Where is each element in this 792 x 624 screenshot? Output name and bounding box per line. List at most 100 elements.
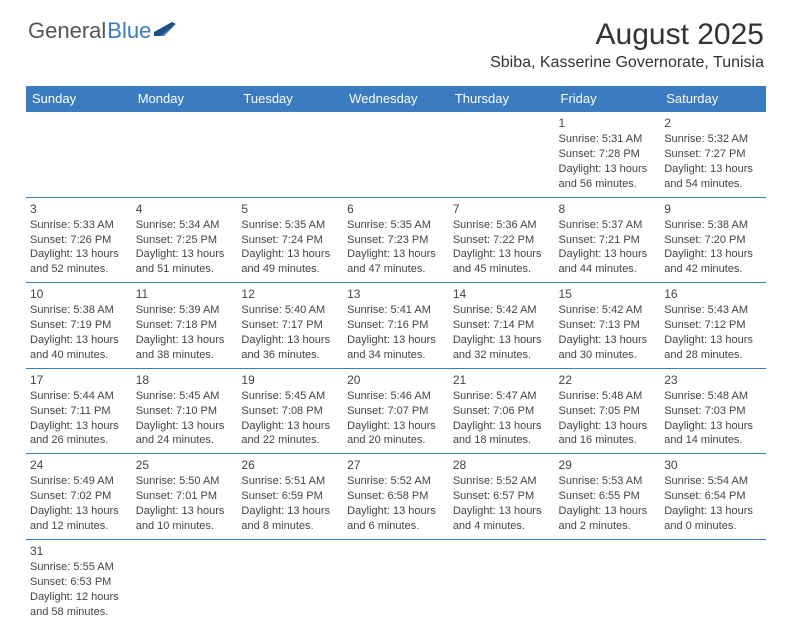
- logo: GeneralBlue: [28, 18, 176, 44]
- cell-line-daylight1: Daylight: 13 hours: [559, 333, 657, 348]
- day-number: 15: [559, 286, 657, 302]
- day-number: 20: [347, 372, 445, 388]
- calendar-cell: 28Sunrise: 5:52 AMSunset: 6:57 PMDayligh…: [449, 454, 555, 540]
- cell-line-sunset: Sunset: 7:13 PM: [559, 318, 657, 333]
- cell-line-daylight1: Daylight: 13 hours: [453, 333, 551, 348]
- cell-line-sunrise: Sunrise: 5:52 AM: [347, 474, 445, 489]
- cell-line-sunset: Sunset: 7:26 PM: [30, 233, 128, 248]
- cell-line-sunrise: Sunrise: 5:41 AM: [347, 303, 445, 318]
- cell-line-daylight2: and 22 minutes.: [241, 433, 339, 448]
- calendar-cell: 23Sunrise: 5:48 AMSunset: 7:03 PMDayligh…: [660, 368, 766, 454]
- cell-line-sunrise: Sunrise: 5:31 AM: [559, 132, 657, 147]
- cell-line-daylight2: and 44 minutes.: [559, 262, 657, 277]
- cell-line-sunset: Sunset: 7:28 PM: [559, 147, 657, 162]
- cell-line-daylight1: Daylight: 13 hours: [136, 419, 234, 434]
- cell-line-daylight1: Daylight: 13 hours: [241, 419, 339, 434]
- calendar-row: 24Sunrise: 5:49 AMSunset: 7:02 PMDayligh…: [26, 454, 766, 540]
- cell-line-sunrise: Sunrise: 5:45 AM: [241, 389, 339, 404]
- calendar-cell: 16Sunrise: 5:43 AMSunset: 7:12 PMDayligh…: [660, 283, 766, 369]
- cell-line-daylight2: and 42 minutes.: [664, 262, 762, 277]
- day-header: Saturday: [660, 86, 766, 112]
- cell-line-daylight2: and 32 minutes.: [453, 348, 551, 363]
- calendar-row: 3Sunrise: 5:33 AMSunset: 7:26 PMDaylight…: [26, 197, 766, 283]
- day-number: 4: [136, 201, 234, 217]
- day-number: 11: [136, 286, 234, 302]
- calendar-cell: 10Sunrise: 5:38 AMSunset: 7:19 PMDayligh…: [26, 283, 132, 369]
- calendar-cell: [237, 112, 343, 198]
- cell-line-sunset: Sunset: 7:23 PM: [347, 233, 445, 248]
- cell-line-sunrise: Sunrise: 5:48 AM: [559, 389, 657, 404]
- cell-line-sunrise: Sunrise: 5:54 AM: [664, 474, 762, 489]
- calendar-cell: 18Sunrise: 5:45 AMSunset: 7:10 PMDayligh…: [132, 368, 238, 454]
- title-block: August 2025 Sbiba, Kasserine Governorate…: [490, 18, 764, 72]
- cell-line-daylight1: Daylight: 13 hours: [241, 504, 339, 519]
- cell-line-daylight2: and 4 minutes.: [453, 519, 551, 534]
- cell-line-sunrise: Sunrise: 5:48 AM: [664, 389, 762, 404]
- calendar-cell: 15Sunrise: 5:42 AMSunset: 7:13 PMDayligh…: [555, 283, 661, 369]
- cell-line-sunset: Sunset: 7:24 PM: [241, 233, 339, 248]
- cell-line-sunrise: Sunrise: 5:35 AM: [347, 218, 445, 233]
- calendar-row: 31Sunrise: 5:55 AMSunset: 6:53 PMDayligh…: [26, 539, 766, 624]
- cell-line-daylight1: Daylight: 13 hours: [347, 333, 445, 348]
- cell-line-sunrise: Sunrise: 5:38 AM: [664, 218, 762, 233]
- cell-line-daylight2: and 20 minutes.: [347, 433, 445, 448]
- cell-line-sunset: Sunset: 7:10 PM: [136, 404, 234, 419]
- cell-line-sunset: Sunset: 6:59 PM: [241, 489, 339, 504]
- cell-line-sunset: Sunset: 7:12 PM: [664, 318, 762, 333]
- cell-line-daylight1: Daylight: 13 hours: [559, 162, 657, 177]
- cell-line-sunset: Sunset: 7:14 PM: [453, 318, 551, 333]
- calendar-cell: [26, 112, 132, 198]
- cell-line-sunset: Sunset: 7:22 PM: [453, 233, 551, 248]
- calendar-cell: 26Sunrise: 5:51 AMSunset: 6:59 PMDayligh…: [237, 454, 343, 540]
- cell-line-daylight2: and 24 minutes.: [136, 433, 234, 448]
- cell-line-daylight1: Daylight: 13 hours: [347, 504, 445, 519]
- calendar-row: 10Sunrise: 5:38 AMSunset: 7:19 PMDayligh…: [26, 283, 766, 369]
- calendar-cell: 9Sunrise: 5:38 AMSunset: 7:20 PMDaylight…: [660, 197, 766, 283]
- day-header: Monday: [132, 86, 238, 112]
- cell-line-daylight1: Daylight: 13 hours: [136, 247, 234, 262]
- cell-line-daylight2: and 52 minutes.: [30, 262, 128, 277]
- day-header: Tuesday: [237, 86, 343, 112]
- cell-line-daylight1: Daylight: 13 hours: [241, 333, 339, 348]
- cell-line-daylight2: and 56 minutes.: [559, 177, 657, 192]
- day-number: 18: [136, 372, 234, 388]
- cell-line-sunset: Sunset: 7:11 PM: [30, 404, 128, 419]
- calendar-cell: [555, 539, 661, 624]
- cell-line-sunrise: Sunrise: 5:39 AM: [136, 303, 234, 318]
- cell-line-sunset: Sunset: 7:19 PM: [30, 318, 128, 333]
- day-number: 3: [30, 201, 128, 217]
- cell-line-sunrise: Sunrise: 5:53 AM: [559, 474, 657, 489]
- cell-line-daylight1: Daylight: 13 hours: [559, 247, 657, 262]
- cell-line-daylight2: and 30 minutes.: [559, 348, 657, 363]
- calendar-cell: 13Sunrise: 5:41 AMSunset: 7:16 PMDayligh…: [343, 283, 449, 369]
- calendar-cell: 7Sunrise: 5:36 AMSunset: 7:22 PMDaylight…: [449, 197, 555, 283]
- calendar-cell: [660, 539, 766, 624]
- cell-line-sunrise: Sunrise: 5:50 AM: [136, 474, 234, 489]
- day-number: 31: [30, 543, 128, 559]
- calendar-row: 17Sunrise: 5:44 AMSunset: 7:11 PMDayligh…: [26, 368, 766, 454]
- cell-line-sunrise: Sunrise: 5:37 AM: [559, 218, 657, 233]
- day-number: 6: [347, 201, 445, 217]
- day-number: 5: [241, 201, 339, 217]
- cell-line-sunrise: Sunrise: 5:32 AM: [664, 132, 762, 147]
- day-number: 8: [559, 201, 657, 217]
- cell-line-sunrise: Sunrise: 5:36 AM: [453, 218, 551, 233]
- calendar-table: Sunday Monday Tuesday Wednesday Thursday…: [26, 86, 766, 624]
- calendar-cell: [343, 539, 449, 624]
- cell-line-daylight1: Daylight: 13 hours: [453, 419, 551, 434]
- location-subtitle: Sbiba, Kasserine Governorate, Tunisia: [490, 54, 764, 72]
- cell-line-daylight1: Daylight: 13 hours: [664, 504, 762, 519]
- calendar-cell: [132, 539, 238, 624]
- day-number: 12: [241, 286, 339, 302]
- day-header: Wednesday: [343, 86, 449, 112]
- cell-line-sunrise: Sunrise: 5:40 AM: [241, 303, 339, 318]
- cell-line-sunset: Sunset: 7:18 PM: [136, 318, 234, 333]
- page-header: GeneralBlue August 2025 Sbiba, Kasserine…: [0, 0, 792, 80]
- cell-line-daylight1: Daylight: 13 hours: [136, 333, 234, 348]
- calendar-cell: 5Sunrise: 5:35 AMSunset: 7:24 PMDaylight…: [237, 197, 343, 283]
- calendar-cell: [132, 112, 238, 198]
- day-number: 16: [664, 286, 762, 302]
- day-number: 28: [453, 457, 551, 473]
- day-header: Friday: [555, 86, 661, 112]
- cell-line-sunrise: Sunrise: 5:38 AM: [30, 303, 128, 318]
